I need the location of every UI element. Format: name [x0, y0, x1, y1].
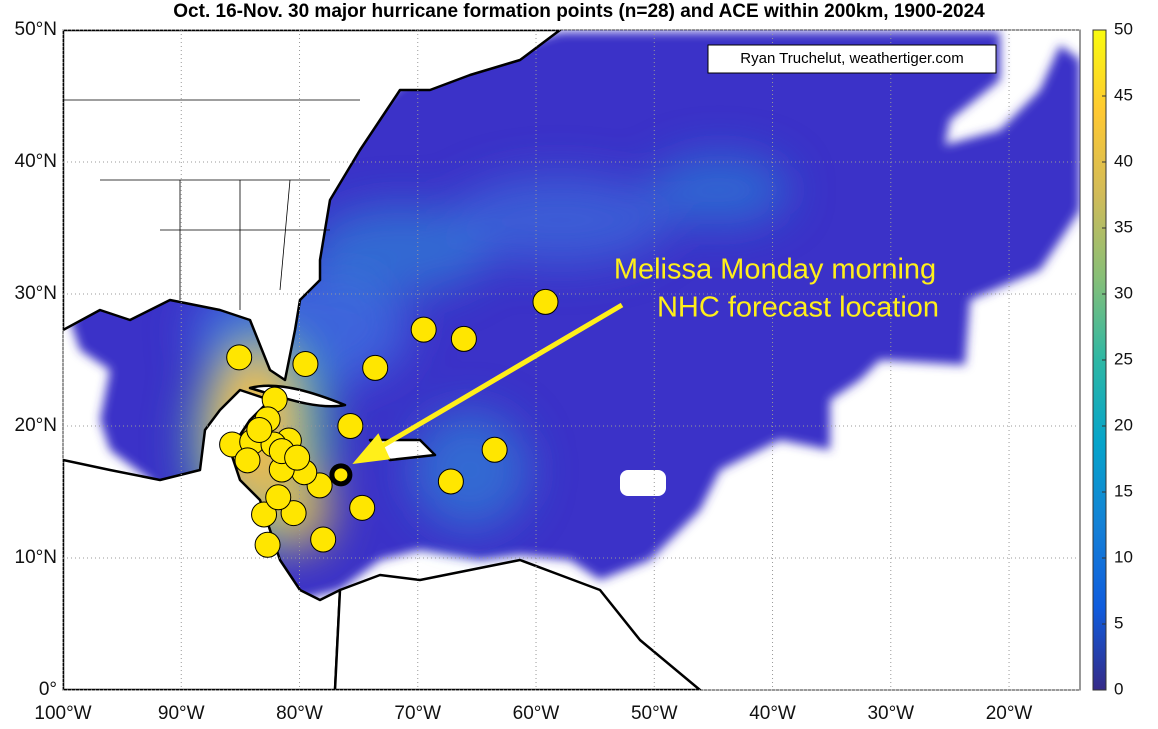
- y-tick-label: 20°N: [15, 415, 57, 436]
- title: Oct. 16-Nov. 30 major hurricane formatio…: [173, 1, 985, 22]
- y-tick-label: 30°N: [15, 283, 57, 304]
- x-tick-label: 20°W: [986, 703, 1033, 724]
- formation-point: [226, 344, 253, 371]
- graticule: 100°W 90°W 80°W 70°W 60°W 50°W 40°W 30°W 20°W 0° 1…: [15, 19, 1080, 724]
- colorbar-tick-label: 45: [1114, 85, 1133, 104]
- x-tick-label: 40°W: [749, 703, 796, 724]
- y-tick-label: 50°N: [15, 19, 57, 40]
- formation-points: [219, 288, 559, 558]
- credit: Ryan Truchelut, weathertiger.com: [740, 50, 963, 67]
- colorbar-tick-label: 5: [1114, 613, 1123, 632]
- annotation-line: Melissa Monday morning: [614, 254, 936, 286]
- formation-point: [280, 500, 307, 527]
- formation-point: [437, 468, 464, 495]
- x-tick-label: 80°W: [276, 703, 323, 724]
- y-tick-label: 0°: [39, 679, 57, 700]
- formation-point: [310, 526, 337, 553]
- annotation-line: NHC forecast location: [657, 292, 939, 324]
- x-tick-label: 30°W: [867, 703, 914, 724]
- x-tick-label: 70°W: [394, 703, 441, 724]
- formation-point: [246, 416, 273, 443]
- ace-field: [63, 30, 1080, 690]
- formation-point: [254, 531, 281, 558]
- colorbar-tick-label: 50: [1114, 19, 1133, 38]
- formation-point: [450, 325, 477, 352]
- forecast-point: [329, 463, 353, 487]
- colorbar-ticks: 0 5 10 15 20 25 30 35 40 45 50: [1102, 19, 1133, 698]
- formation-point: [292, 350, 319, 377]
- x-tick-label: 100°W: [34, 703, 91, 724]
- colorbar-tick-label: 20: [1114, 415, 1133, 434]
- x-tick-label: 90°W: [158, 703, 205, 724]
- formation-point: [532, 288, 559, 315]
- colorbar-tick-label: 35: [1114, 217, 1133, 236]
- colorbar-tick-label: 40: [1114, 151, 1133, 170]
- formation-point: [362, 354, 389, 381]
- colorbar-tick-label: 15: [1114, 481, 1133, 500]
- formation-point: [251, 501, 278, 528]
- formation-point: [234, 447, 261, 474]
- colorbar-tick-label: 25: [1114, 349, 1133, 368]
- colorbar-tick-label: 30: [1114, 283, 1133, 302]
- formation-point: [410, 316, 437, 343]
- formation-point: [481, 436, 508, 463]
- colorbar-tick-label: 0: [1114, 679, 1123, 698]
- x-tick-label: 60°W: [513, 703, 560, 724]
- annotation-arrow: [352, 302, 624, 464]
- colorbar-tick-label: 10: [1114, 547, 1133, 566]
- y-tick-label: 10°N: [15, 547, 57, 568]
- y-tick-label: 40°N: [15, 151, 57, 172]
- credit-box: [707, 44, 997, 74]
- formation-point: [337, 413, 364, 439]
- formation-point: [265, 484, 292, 511]
- formation-point: [349, 494, 376, 521]
- x-tick-label: 50°W: [631, 703, 678, 724]
- formation-point: [284, 444, 311, 471]
